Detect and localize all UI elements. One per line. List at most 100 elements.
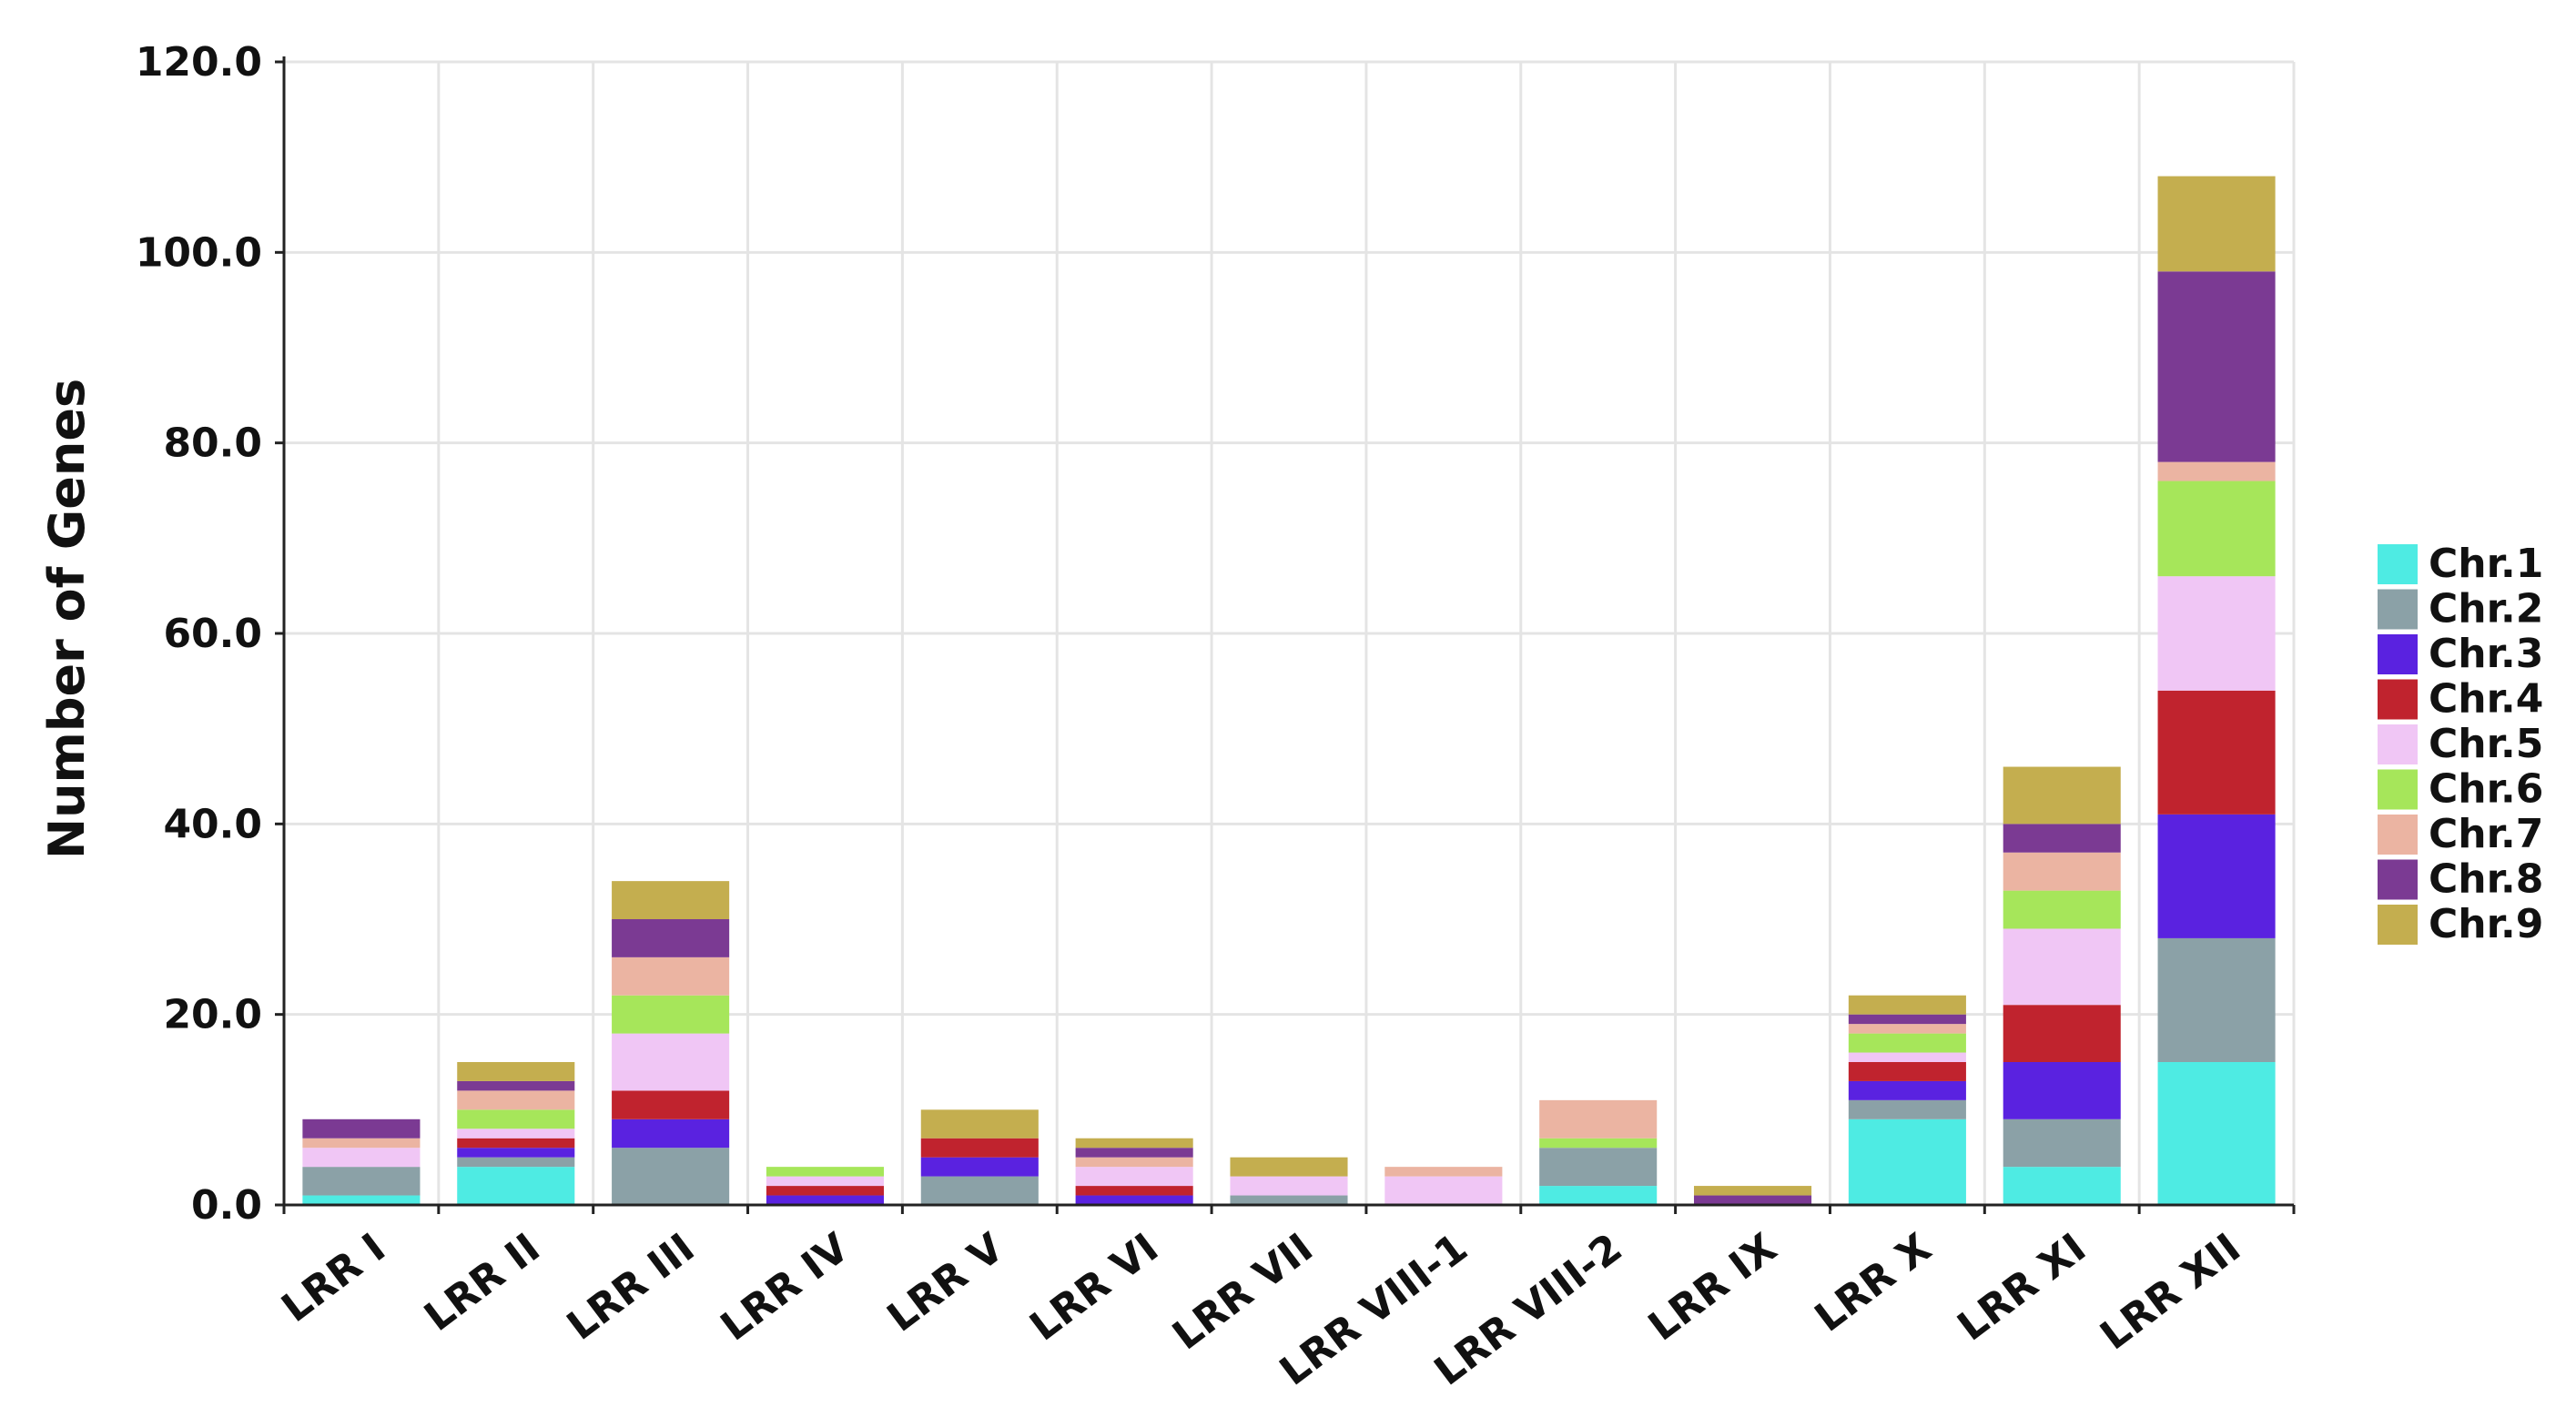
bar-segment xyxy=(920,1176,1039,1205)
legend-swatch xyxy=(2378,634,2418,674)
x-tick-label: LRR XII xyxy=(2092,1225,2249,1360)
y-tick-label: 40.0 xyxy=(163,801,262,847)
legend-label: Chr.1 xyxy=(2429,541,2543,587)
y-tick-label: 20.0 xyxy=(163,992,262,1038)
y-tick-label: 80.0 xyxy=(163,420,262,467)
x-tick-label: LRR V xyxy=(879,1225,1013,1341)
bar-segment xyxy=(612,956,730,996)
y-tick-label: 120.0 xyxy=(136,39,262,86)
bar-segment xyxy=(1075,1167,1193,1187)
legend-label: Chr.9 xyxy=(2429,901,2543,947)
bars xyxy=(302,176,2276,1205)
bar-segment xyxy=(2003,1118,2121,1168)
y-axis-label: Number of Genes xyxy=(38,379,96,859)
bar-segment xyxy=(457,1062,575,1081)
legend-swatch xyxy=(2378,544,2418,584)
bar-segment xyxy=(1230,1176,1348,1196)
bar-segment xyxy=(2157,814,2276,938)
bar-segment xyxy=(457,1080,575,1091)
bar-segment xyxy=(1230,1157,1348,1177)
bar-segment xyxy=(2003,852,2121,891)
bar-segment xyxy=(1693,1186,1812,1196)
legend-swatch xyxy=(2378,905,2418,945)
legend-label: Chr.3 xyxy=(2429,631,2543,677)
legend-swatch xyxy=(2378,769,2418,810)
bar-segment xyxy=(920,1109,1039,1139)
bar-segment xyxy=(2157,576,2276,691)
x-tick-label: LRR X xyxy=(1807,1225,1941,1341)
bar-segment xyxy=(1075,1148,1193,1158)
bar-segment xyxy=(2157,1062,2276,1205)
bar-segment xyxy=(302,1148,421,1168)
legend-swatch xyxy=(2378,859,2418,900)
bar-segment xyxy=(612,995,730,1034)
bar-segment xyxy=(457,1148,575,1158)
bar-segment xyxy=(1539,1148,1658,1187)
legend-swatch xyxy=(2378,815,2418,855)
bar-segment xyxy=(766,1195,885,1205)
bar-segment xyxy=(1384,1167,1503,1177)
legend-label: Chr.5 xyxy=(2429,721,2543,767)
bar-segment xyxy=(2157,461,2276,481)
bar-segment xyxy=(1230,1195,1348,1205)
legend-swatch xyxy=(2378,589,2418,630)
bar-segment xyxy=(1075,1195,1193,1205)
bar-segment xyxy=(920,1157,1039,1177)
bar-segment xyxy=(2003,928,2121,1006)
bar-segment xyxy=(766,1176,885,1187)
legend-label: Chr.4 xyxy=(2429,676,2543,723)
bar-segment xyxy=(2003,766,2121,825)
bar-segment xyxy=(302,1138,421,1149)
bar-segment xyxy=(1848,1014,1966,1025)
bar-segment xyxy=(1539,1099,1658,1139)
bar-segment xyxy=(1539,1186,1658,1205)
legend: Chr.1Chr.2Chr.3Chr.4Chr.5Chr.6Chr.7Chr.8… xyxy=(2378,541,2543,947)
x-tick-label: LRR II xyxy=(416,1225,549,1341)
legend-label: Chr.7 xyxy=(2429,811,2543,857)
x-tick-label: LRR IX xyxy=(1640,1225,1786,1351)
bar-segment xyxy=(2003,890,2121,929)
legend-swatch xyxy=(2378,679,2418,720)
bar-segment xyxy=(1693,1195,1812,1205)
bar-segment xyxy=(302,1167,421,1196)
y-tick-label: 0.0 xyxy=(191,1182,262,1229)
bar-segment xyxy=(1848,995,1966,1015)
bar-segment xyxy=(1848,1080,1966,1100)
bar-segment xyxy=(2157,937,2276,1062)
x-tick-label: LRR XI xyxy=(1949,1225,2094,1351)
bar-segment xyxy=(302,1118,421,1139)
bar-segment xyxy=(1539,1138,1658,1149)
bar-segment xyxy=(612,919,730,957)
bar-segment xyxy=(1848,1099,1966,1119)
bar-segment xyxy=(457,1109,575,1129)
y-tick-label: 100.0 xyxy=(136,229,262,276)
legend-label: Chr.8 xyxy=(2429,856,2543,903)
x-tick-label: LRR IV xyxy=(713,1225,858,1351)
bar-segment xyxy=(457,1167,575,1205)
bar-segment xyxy=(612,1090,730,1119)
bar-segment xyxy=(1848,1062,1966,1081)
y-tick-label: 60.0 xyxy=(163,611,262,657)
grid xyxy=(282,60,2296,1207)
bar-segment xyxy=(1075,1186,1193,1196)
axes xyxy=(275,56,2296,1214)
x-tick-label: LRR III xyxy=(559,1225,704,1350)
bar-segment xyxy=(1848,1033,1966,1053)
bar-segment xyxy=(612,881,730,919)
bar-segment xyxy=(2157,176,2276,272)
bar-segment xyxy=(2157,690,2276,815)
bar-segment xyxy=(457,1129,575,1139)
bar-segment xyxy=(2003,824,2121,853)
bar-segment xyxy=(1075,1157,1193,1168)
bar-segment xyxy=(2003,1167,2121,1205)
bar-segment xyxy=(612,1033,730,1091)
bar-segment xyxy=(2157,271,2276,462)
bar-segment xyxy=(2003,1062,2121,1119)
legend-swatch xyxy=(2378,724,2418,764)
bar-segment xyxy=(2157,481,2276,577)
legend-label: Chr.6 xyxy=(2429,766,2543,813)
x-tick-label: LRR I xyxy=(273,1225,394,1331)
